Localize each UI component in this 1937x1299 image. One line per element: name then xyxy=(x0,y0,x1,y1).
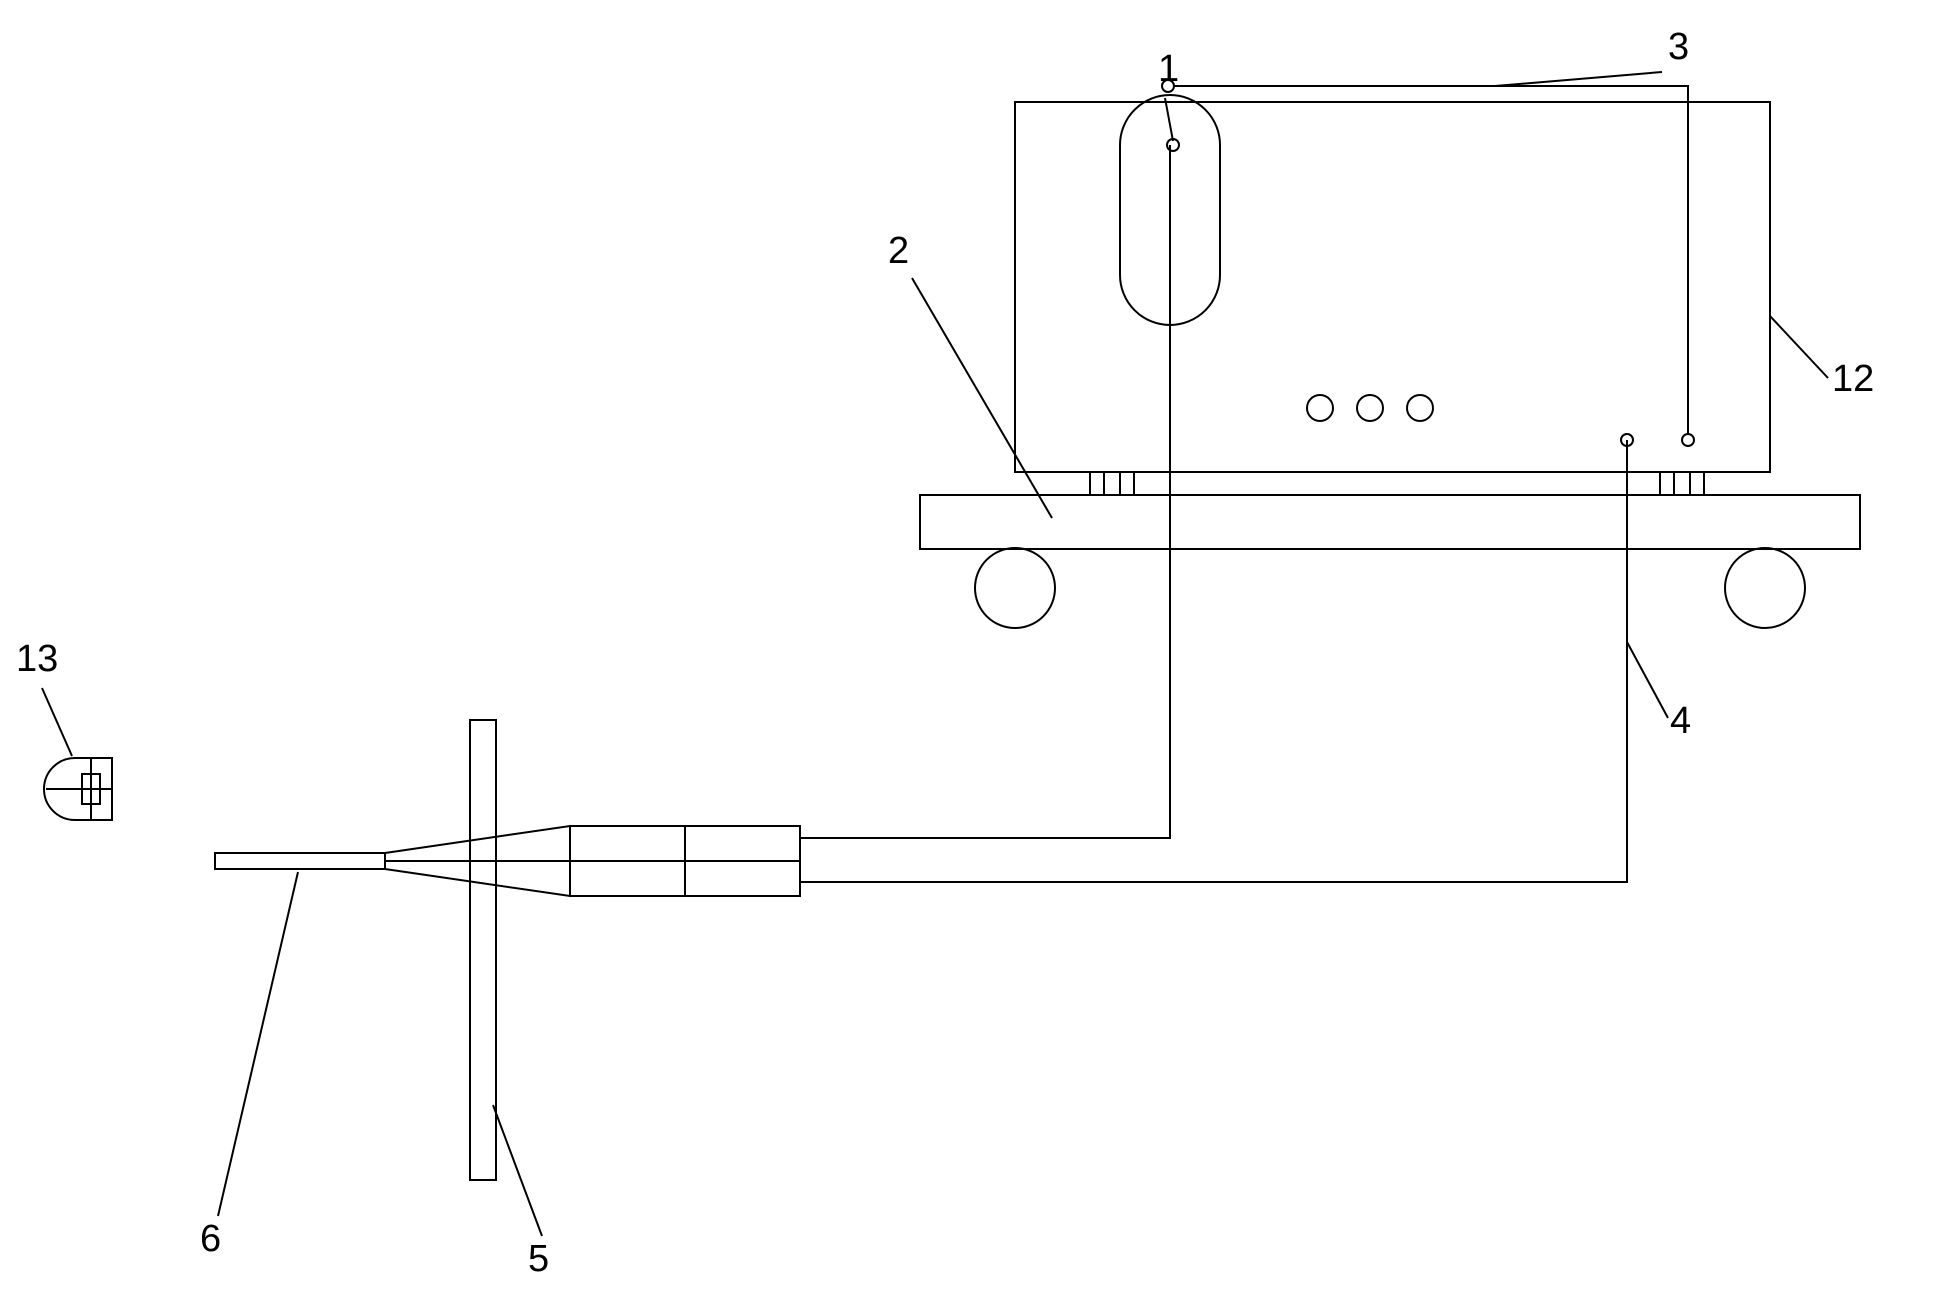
label-12: 12 xyxy=(1832,358,1874,401)
machine-box xyxy=(1015,102,1770,472)
leader-5 xyxy=(493,1105,542,1236)
rod-6 xyxy=(215,853,385,869)
label-2: 2 xyxy=(888,230,909,273)
label-3: 3 xyxy=(1668,26,1689,69)
leader-12 xyxy=(1770,316,1828,378)
cart-platform xyxy=(920,495,1860,549)
label-4: 4 xyxy=(1670,700,1691,743)
pipe-3 xyxy=(1168,86,1688,440)
leader-2 xyxy=(912,278,1052,518)
schematic-diagram xyxy=(0,0,1937,1299)
stand-post xyxy=(470,720,496,1180)
nozzle-13 xyxy=(44,758,112,820)
leader-1 xyxy=(1165,98,1173,141)
cart-wheel-right xyxy=(1725,548,1805,628)
cart-wheel-left xyxy=(975,548,1055,628)
label-6: 6 xyxy=(200,1218,221,1261)
leader-6 xyxy=(218,872,298,1216)
label-1: 1 xyxy=(1158,48,1179,91)
pipe-4 xyxy=(800,440,1627,882)
label-13: 13 xyxy=(16,638,58,681)
pipe-tank-down xyxy=(800,145,1170,838)
leader-13 xyxy=(42,688,72,756)
leader-4 xyxy=(1627,642,1668,718)
leader-3 xyxy=(1495,72,1662,86)
label-5: 5 xyxy=(528,1238,549,1281)
